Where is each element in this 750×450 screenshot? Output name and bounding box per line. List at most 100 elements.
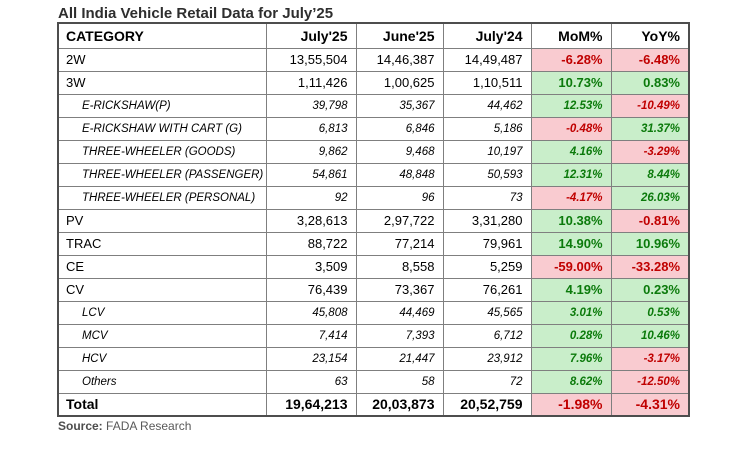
value-cell: 3,28,613 (265, 208, 357, 233)
yoy-cell: 26.03% (610, 185, 690, 210)
page-title: All India Vehicle Retail Data for July’2… (58, 5, 334, 22)
table-row: LCV 45,808 44,469 45,565 3.01% 0.53% (57, 300, 690, 325)
yoy-cell: -10.49% (610, 93, 690, 118)
table-row: Others 63 58 72 8.62% -12.50% (57, 369, 690, 394)
value-cell: 76,261 (442, 277, 532, 302)
table-row: E-RICKSHAW WITH CART (G) 6,813 6,846 5,186-… (57, 116, 690, 141)
value-cell: 14,49,487 (442, 47, 532, 72)
value-cell: 48,848 (355, 162, 444, 187)
value-cell: 77,214 (355, 231, 444, 256)
column-header-category: CATEGORY (57, 22, 267, 49)
column-header-yoy: YoY% (610, 22, 690, 49)
value-cell: 23,154 (265, 346, 357, 371)
column-header-jul25: July'25 (265, 22, 357, 49)
mom-cell: 7.96% (530, 346, 612, 371)
value-cell: 73,367 (355, 277, 444, 302)
value-cell: 7,393 (355, 323, 444, 348)
value-cell: 63 (265, 369, 357, 394)
table-row: 3W 1,11,426 1,00,625 1,10,511 10.73% 0.83% (57, 70, 690, 95)
mom-cell: 10.73% (530, 70, 612, 95)
category-cell: TRAC (57, 231, 267, 256)
yoy-cell: -0.81% (610, 208, 690, 233)
category-cell: E-RICKSHAW(P) (57, 93, 267, 118)
mom-cell: 0.28% (530, 323, 612, 348)
mom-cell: -1.98% (530, 392, 612, 417)
value-cell: 6,813 (265, 116, 357, 141)
column-header-jun25: June'25 (355, 22, 444, 49)
yoy-cell: 0.83% (610, 70, 690, 95)
header-row: CATEGORY July'25 June'25 July'24 MoM% Yo… (57, 22, 690, 49)
mom-cell: 10.38% (530, 208, 612, 233)
yoy-cell: -6.48% (610, 47, 690, 72)
retail-data-table: CATEGORY July'25 June'25 July'24 MoM% Yo… (57, 22, 690, 417)
value-cell: 8,558 (355, 254, 444, 279)
value-cell: 10,197 (442, 139, 532, 164)
value-cell: 21,447 (355, 346, 444, 371)
value-cell: 1,00,625 (355, 70, 444, 95)
yoy-cell: 0.53% (610, 300, 690, 325)
yoy-cell: 31.37% (610, 116, 690, 141)
yoy-cell: -3.17% (610, 346, 690, 371)
yoy-cell: 8.44% (610, 162, 690, 187)
mom-cell: 4.16% (530, 139, 612, 164)
value-cell: 9,862 (265, 139, 357, 164)
category-cell: 3W (57, 70, 267, 95)
category-cell: Others (57, 369, 267, 394)
value-cell: 3,31,280 (442, 208, 532, 233)
table-row: CE 3,509 8,558 5,259 -59.00% -33.28% (57, 254, 690, 279)
mom-cell: 12.53% (530, 93, 612, 118)
mom-cell: 3.01% (530, 300, 612, 325)
source-text: FADA Research (106, 419, 192, 433)
mom-cell: -0.48% (530, 116, 612, 141)
value-cell: 6,712 (442, 323, 532, 348)
category-cell: THREE-WHEELER (GOODS) (57, 139, 267, 164)
value-cell: 50,593 (442, 162, 532, 187)
value-cell: 3,509 (265, 254, 357, 279)
source-note: Source: FADA Research (58, 419, 191, 433)
value-cell: 45,565 (442, 300, 532, 325)
value-cell: 20,03,873 (355, 392, 444, 417)
column-header-mom: MoM% (530, 22, 612, 49)
mom-cell: 14.90% (530, 231, 612, 256)
category-cell: CV (57, 277, 267, 302)
value-cell: 20,52,759 (442, 392, 532, 417)
value-cell: 92 (265, 185, 357, 210)
value-cell: 19,64,213 (265, 392, 357, 417)
category-cell: PV (57, 208, 267, 233)
table-row: THREE-WHEELER (PERSONAL) 92 96 73 -4.17% 26.0… (57, 185, 690, 210)
mom-cell: -4.17% (530, 185, 612, 210)
mom-cell: 12.31% (530, 162, 612, 187)
category-cell: 2W (57, 47, 267, 72)
value-cell: 76,439 (265, 277, 357, 302)
value-cell: 73 (442, 185, 532, 210)
yoy-cell: 10.46% (610, 323, 690, 348)
value-cell: 44,469 (355, 300, 444, 325)
category-cell: MCV (57, 323, 267, 348)
value-cell: 23,912 (442, 346, 532, 371)
category-cell: HCV (57, 346, 267, 371)
table-row: MCV 7,414 7,393 6,712 0.28% 10.46% (57, 323, 690, 348)
source-label: Source: (58, 419, 103, 433)
mom-cell: 8.62% (530, 369, 612, 394)
category-cell: CE (57, 254, 267, 279)
value-cell: 6,846 (355, 116, 444, 141)
category-cell: THREE-WHEELER (PASSENGER) (57, 162, 267, 187)
table-row: PV 3,28,613 2,97,722 3,31,280 10.38% -0.81% (57, 208, 690, 233)
yoy-cell: 10.96% (610, 231, 690, 256)
category-cell: E-RICKSHAW WITH CART (G) (57, 116, 267, 141)
category-cell: THREE-WHEELER (PERSONAL) (57, 185, 267, 210)
value-cell: 2,97,722 (355, 208, 444, 233)
value-cell: 1,10,511 (442, 70, 532, 95)
value-cell: 9,468 (355, 139, 444, 164)
value-cell: 96 (355, 185, 444, 210)
value-cell: 72 (442, 369, 532, 394)
value-cell: 44,462 (442, 93, 532, 118)
value-cell: 5,259 (442, 254, 532, 279)
yoy-cell: -33.28% (610, 254, 690, 279)
yoy-cell: -4.31% (610, 392, 690, 417)
mom-cell: -59.00% (530, 254, 612, 279)
value-cell: 1,11,426 (265, 70, 357, 95)
value-cell: 54,861 (265, 162, 357, 187)
mom-cell: -6.28% (530, 47, 612, 72)
value-cell: 58 (355, 369, 444, 394)
